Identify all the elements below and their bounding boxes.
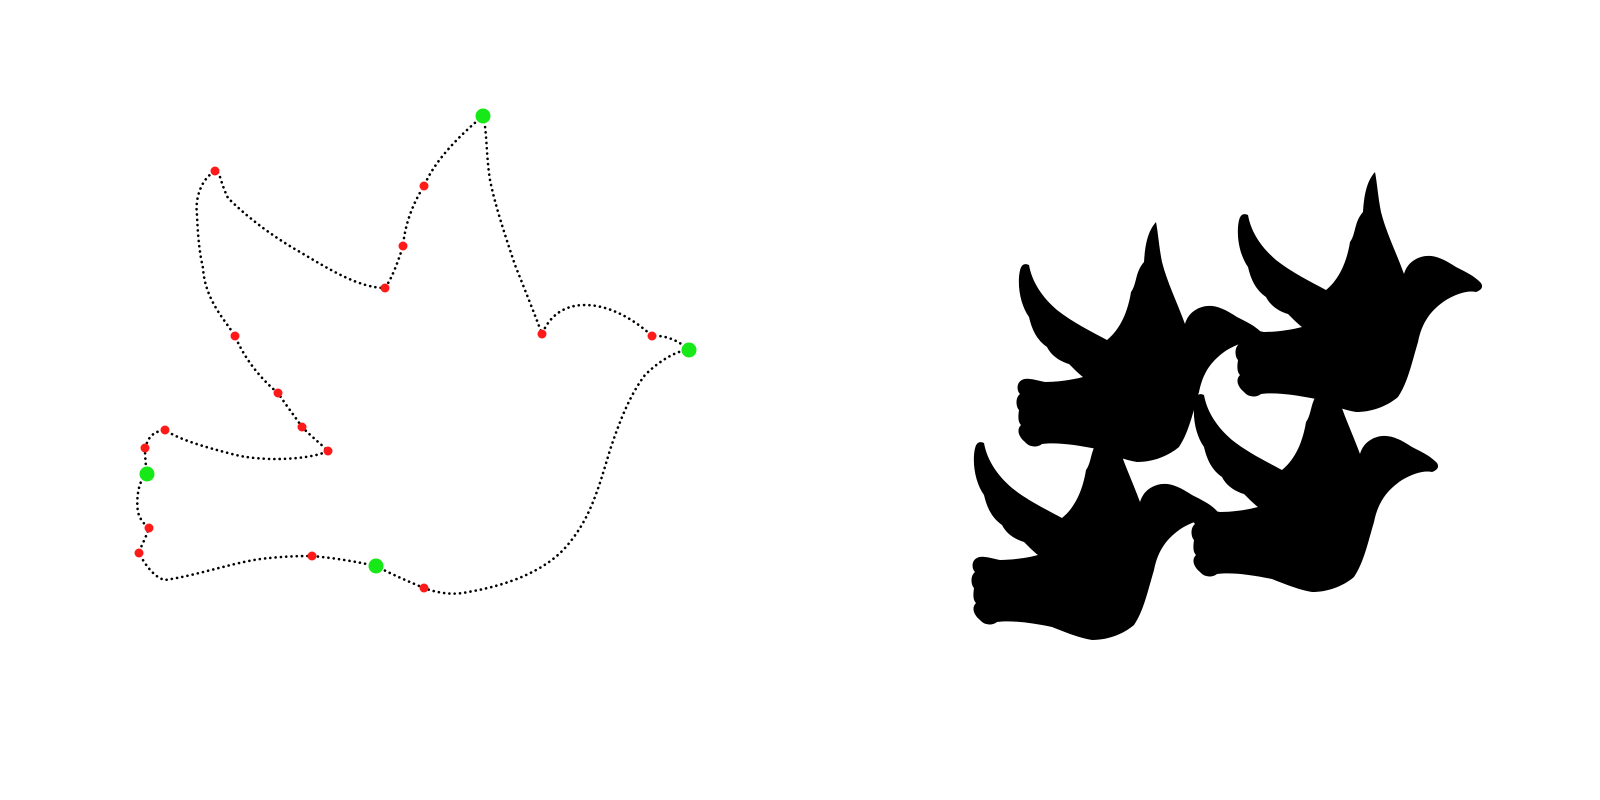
outline-vertex — [419, 181, 429, 191]
outline-key-vertex — [475, 108, 491, 124]
outline-vertex — [297, 422, 307, 432]
outline-vertex — [230, 331, 240, 341]
outline-vertex — [647, 331, 657, 341]
outline-vertex — [210, 166, 220, 176]
outline-vertex — [307, 551, 317, 561]
outline-vertex — [398, 241, 408, 251]
outline-vertex — [160, 425, 170, 435]
outline-vertex — [323, 446, 333, 456]
outline-key-vertex — [681, 342, 697, 358]
outline-vertex — [144, 523, 154, 533]
outline-vertex — [273, 388, 283, 398]
outline-vertex — [140, 443, 150, 453]
outline-key-vertices — [139, 108, 697, 574]
outline-key-vertex — [368, 558, 384, 574]
outline-key-vertex — [139, 466, 155, 482]
outline-vertex — [380, 283, 390, 293]
outline-vertex — [537, 329, 547, 339]
outline-vertices — [134, 166, 657, 593]
outline-vertex — [134, 548, 144, 558]
outline-vertex — [419, 583, 429, 593]
